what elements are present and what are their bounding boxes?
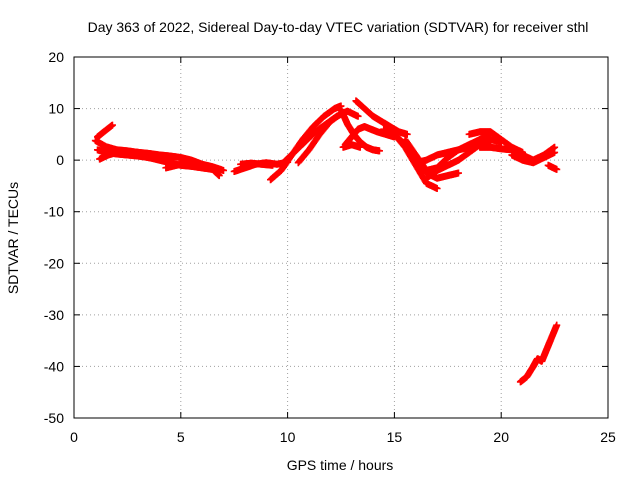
x-tick-label: 25 [600,429,616,445]
x-tick-label: 5 [177,429,185,445]
y-axis-label: SDTVAR / TECUs [5,182,21,294]
grid [74,57,608,418]
data-series-arc-6 [237,159,277,169]
chart-title: Day 363 of 2022, Sidereal Day-to-day VTE… [88,19,589,35]
data-series-arc-22 [544,161,561,173]
data-series-arc-13 [352,97,411,138]
x-tick-label: 20 [493,429,509,445]
plot-border [73,56,609,419]
data-point [433,185,441,193]
x-axis-label: GPS time / hours [287,457,394,473]
data-series-arc-19 [465,128,527,156]
data-series-arc-12 [339,141,364,151]
data-point [215,172,223,180]
x-tick-label: 10 [280,429,296,445]
data-series-arc-17 [412,138,495,167]
data-point [551,148,559,156]
data-series-arc-8 [279,107,362,167]
y-tick-label: -40 [44,358,64,374]
data-point [403,130,411,138]
data-point [356,143,364,151]
data-series-arc-21 [508,148,559,167]
y-tick-label: -10 [44,204,64,220]
y-tick-label: 10 [48,101,64,117]
y-tick-label: 0 [56,152,64,168]
data-point [375,147,383,155]
data-series-arc-9 [294,110,345,167]
y-tick-label: 20 [48,49,64,65]
data-point [354,112,362,120]
y-tick-label: -50 [44,410,64,426]
data-point [215,165,223,173]
plot-frame [73,56,609,419]
x-tick-label: 0 [70,429,78,445]
y-tick-label: -30 [44,307,64,323]
data-point [108,121,116,129]
data-series-arc-4 [162,159,223,173]
ticks: 0 5 10 15 20 25 -50 -40 -30 -20 -10 0 10 20 [44,49,616,445]
data-point [553,321,561,329]
data-point [220,166,228,174]
data-series-arc-23 [516,321,561,386]
data-series-arc-1a [93,121,116,141]
data-point [269,161,277,169]
data-layer [91,97,561,386]
x-tick-label: 15 [387,429,403,445]
y-tick-label: -20 [44,255,64,271]
data-point [454,169,462,177]
data-point [553,165,561,173]
